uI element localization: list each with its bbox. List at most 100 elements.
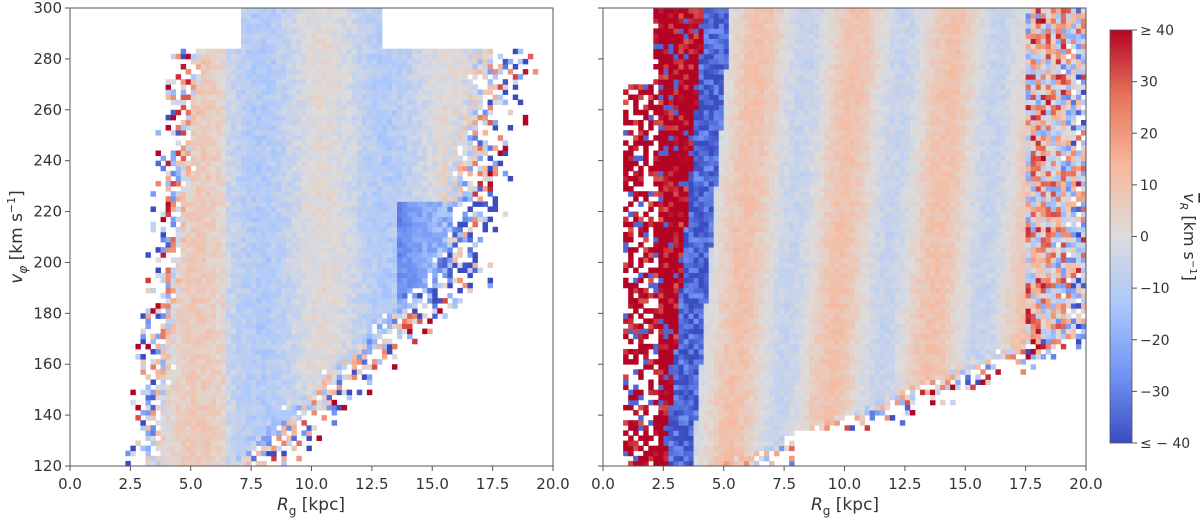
- heatmap-cell: [708, 430, 715, 436]
- heatmap-cell: [286, 165, 292, 172]
- heatmap-cell: [402, 257, 408, 263]
- heatmap-cell: [195, 175, 202, 182]
- heatmap-cell: [336, 313, 343, 319]
- heatmap-cell: [231, 455, 237, 462]
- y-tick-label: 120: [33, 457, 62, 475]
- heatmap-cell: [220, 221, 227, 228]
- heatmap-cell: [200, 257, 207, 263]
- heatmap-cell: [417, 58, 423, 65]
- heatmap-cell: [442, 130, 448, 136]
- heatmap-cell: [145, 287, 151, 294]
- heatmap-cell: [356, 48, 363, 55]
- heatmap-cell: [386, 257, 393, 263]
- heatmap-cell: [753, 430, 760, 436]
- heatmap-cell: [251, 333, 257, 340]
- heatmap-cell: [251, 247, 257, 253]
- heatmap-cell: [412, 338, 418, 345]
- heatmap-cell: [155, 394, 161, 401]
- heatmap-cell: [256, 8, 262, 14]
- heatmap-cell: [366, 53, 373, 60]
- heatmap-cell: [316, 384, 322, 391]
- heatmap-cell: [271, 216, 277, 223]
- heatmap-cell: [351, 272, 358, 279]
- heatmap-cell: [366, 84, 373, 90]
- heatmap-cell: [351, 328, 358, 335]
- heatmap-cell: [477, 211, 483, 218]
- heatmap-cell: [366, 13, 373, 19]
- heatmap-cell: [286, 79, 292, 85]
- heatmap-cell: [452, 114, 458, 121]
- heatmap-cell: [316, 313, 322, 319]
- heatmap-cell: [427, 79, 433, 85]
- heatmap-cell: [160, 399, 166, 406]
- heatmap-cell: [301, 160, 307, 167]
- heatmap-cell: [256, 354, 262, 360]
- heatmap-cell: [371, 272, 378, 279]
- heatmap-cell: [346, 201, 353, 207]
- heatmap-cell: [236, 379, 242, 385]
- heatmap-cell: [447, 226, 453, 233]
- heatmap-cell: [266, 359, 272, 365]
- heatmap-cell: [195, 445, 202, 452]
- heatmap-cell: [205, 287, 212, 294]
- heatmap-cell: [366, 8, 373, 14]
- heatmap-cell: [225, 130, 232, 136]
- heatmap-cell: [381, 160, 388, 167]
- heatmap-cell: [215, 282, 222, 289]
- heatmap-cell: [271, 348, 277, 355]
- heatmap-cell: [175, 262, 182, 268]
- heatmap-cell: [321, 242, 327, 248]
- heatmap-cell: [246, 420, 252, 426]
- heatmap-cell: [256, 410, 262, 416]
- heatmap-cell: [316, 206, 322, 212]
- heatmap-cell: [392, 130, 398, 136]
- heatmap-cell: [316, 18, 322, 24]
- heatmap-cell: [281, 155, 287, 162]
- heatmap-cell: [351, 84, 358, 90]
- heatmap-cell: [251, 303, 257, 309]
- heatmap-cell: [452, 58, 458, 65]
- heatmap-cell: [733, 450, 740, 457]
- heatmap-cell: [286, 425, 292, 431]
- heatmap-cell: [231, 231, 237, 238]
- heatmap-cell: [376, 84, 383, 90]
- heatmap-cell: [236, 175, 242, 182]
- heatmap-cell: [422, 125, 428, 131]
- heatmap-cell: [648, 450, 654, 457]
- heatmap-cell: [266, 58, 272, 65]
- heatmap-cell: [281, 181, 287, 187]
- heatmap-cell: [291, 252, 297, 258]
- heatmap-cell: [246, 104, 252, 111]
- heatmap-cell: [225, 74, 232, 80]
- heatmap-cell: [241, 440, 247, 447]
- heatmap-cell: [140, 338, 146, 345]
- heatmap-cell: [160, 292, 166, 299]
- heatmap-cell: [432, 58, 438, 65]
- heatmap-cell: [271, 379, 277, 385]
- heatmap-cell: [195, 191, 202, 197]
- heatmap-cell: [492, 160, 499, 167]
- heatmap-cell: [236, 155, 242, 162]
- heatmap-cell: [371, 242, 378, 248]
- heatmap-cell: [442, 191, 448, 197]
- heatmap-cell: [708, 445, 715, 452]
- heatmap-cell: [452, 191, 458, 197]
- heatmap-cell: [225, 369, 232, 375]
- heatmap-cell: [316, 333, 322, 340]
- heatmap-cell: [417, 155, 423, 162]
- heatmap-cell: [291, 186, 297, 192]
- heatmap-cell: [336, 277, 343, 284]
- heatmap-cell: [356, 267, 363, 274]
- heatmap-cell: [462, 181, 468, 187]
- heatmap-cell: [185, 374, 192, 380]
- heatmap-cell: [246, 170, 252, 177]
- heatmap-cell: [165, 430, 172, 436]
- heatmap-cell: [215, 272, 222, 279]
- heatmap-cell: [427, 74, 433, 80]
- heatmap-cell: [447, 155, 453, 162]
- heatmap-cell: [422, 303, 428, 309]
- heatmap-cell: [281, 272, 287, 279]
- heatmap-cell: [366, 308, 373, 314]
- heatmap-cell: [321, 348, 327, 355]
- heatmap-cell: [432, 201, 438, 207]
